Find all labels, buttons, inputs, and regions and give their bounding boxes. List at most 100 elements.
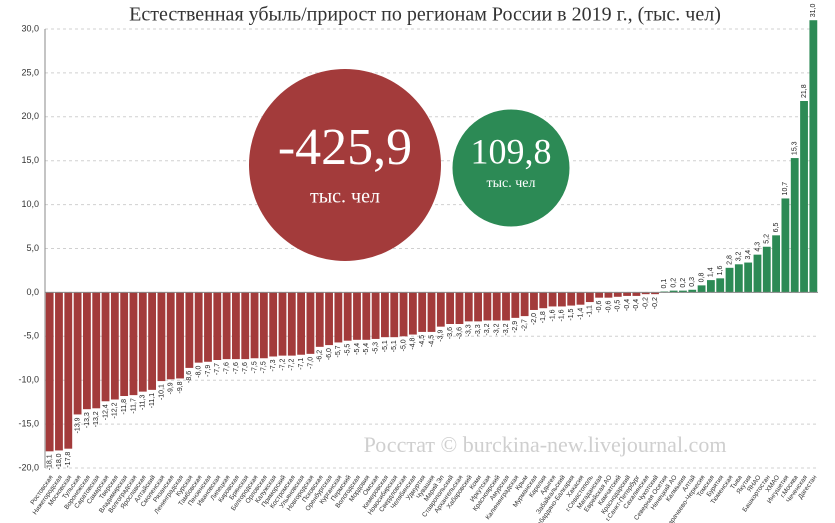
value-label: -5,1 xyxy=(382,340,389,352)
value-label: -7,9 xyxy=(205,365,212,377)
y-tick-label: -10,0 xyxy=(18,375,39,385)
value-label: -0,2 xyxy=(643,297,650,309)
value-label: -1,6 xyxy=(549,309,556,321)
value-label: -18,1 xyxy=(47,454,54,470)
value-label: 0,1 xyxy=(661,279,668,289)
bar xyxy=(623,292,631,296)
bar xyxy=(166,292,175,380)
value-label: 15,3 xyxy=(792,141,799,155)
value-label: 6,5 xyxy=(773,222,780,232)
bar xyxy=(185,292,194,368)
bar xyxy=(734,264,743,293)
bar xyxy=(157,292,166,382)
value-label: -0,6 xyxy=(596,301,603,313)
bar xyxy=(353,292,361,340)
bar xyxy=(725,267,734,293)
bar xyxy=(194,292,203,363)
bar xyxy=(362,292,371,340)
bar xyxy=(567,292,576,306)
bar xyxy=(790,158,799,293)
value-label: -3,6 xyxy=(456,327,463,339)
bar xyxy=(241,292,250,360)
value-label: -7,7 xyxy=(214,363,221,375)
value-label: 3,4 xyxy=(745,250,752,260)
bar xyxy=(455,292,464,325)
value-label: -18,0 xyxy=(56,453,63,469)
value-label: -5,4 xyxy=(363,343,370,355)
value-label: 0,2 xyxy=(670,278,677,288)
chart-title: Естественная убыль/прирост по регионам Р… xyxy=(129,4,721,26)
bar xyxy=(82,292,91,410)
bar xyxy=(64,292,73,449)
value-label: -11,7 xyxy=(130,398,137,414)
bar xyxy=(427,292,436,332)
value-label: -3,9 xyxy=(438,330,445,342)
bar xyxy=(576,292,585,305)
value-label: 4,3 xyxy=(754,242,761,252)
bar xyxy=(325,292,333,346)
value-label: -11,3 xyxy=(140,395,147,411)
bar xyxy=(483,292,492,321)
bar xyxy=(585,292,594,303)
bar xyxy=(772,235,781,293)
bar xyxy=(641,292,650,295)
value-label: -8,6 xyxy=(186,371,193,383)
value-label: -7,5 xyxy=(261,361,268,373)
bar xyxy=(399,292,408,337)
y-tick-label: -15,0 xyxy=(18,418,39,428)
bar xyxy=(502,292,510,321)
value-label: -4,5 xyxy=(419,335,426,347)
value-label: -13,3 xyxy=(84,412,91,428)
loss-unit: тыс. чел xyxy=(310,186,380,208)
value-label: -9,8 xyxy=(177,381,184,393)
value-label: -0,5 xyxy=(615,300,622,312)
bar xyxy=(213,292,222,361)
bar xyxy=(390,292,399,338)
bar xyxy=(706,280,715,293)
value-label: -7,6 xyxy=(233,362,240,374)
bar xyxy=(492,292,501,321)
value-label: -5,0 xyxy=(400,339,407,351)
bar xyxy=(73,292,82,415)
bar xyxy=(753,254,762,293)
bar xyxy=(408,292,417,335)
bar xyxy=(809,20,818,293)
bar xyxy=(306,292,315,354)
bar xyxy=(120,292,129,397)
bar xyxy=(446,292,455,325)
gain-circle xyxy=(449,106,573,230)
value-label: -5,1 xyxy=(391,340,398,352)
bar xyxy=(278,292,287,356)
value-label: -7,2 xyxy=(289,359,296,371)
y-tick-label: 25,0 xyxy=(21,67,39,77)
bar xyxy=(222,292,231,360)
value-label: -3,2 xyxy=(484,323,491,335)
value-label: -1,1 xyxy=(587,305,594,317)
y-tick-label: 20,0 xyxy=(21,111,39,121)
bar xyxy=(204,292,212,362)
bar xyxy=(669,290,678,293)
value-label: -1,6 xyxy=(559,309,566,321)
y-tick-label: -20,0 xyxy=(18,462,39,472)
loss-total: -425,9 xyxy=(278,119,412,176)
bar xyxy=(557,292,566,307)
bar xyxy=(55,292,63,451)
value-label: -5,3 xyxy=(372,342,379,354)
y-tick-label: 15,0 xyxy=(21,155,39,165)
value-label: -3,3 xyxy=(475,324,482,336)
bar xyxy=(148,292,157,390)
value-label: 10,7 xyxy=(782,182,789,196)
value-label: 1,6 xyxy=(717,266,724,276)
value-label: -3,3 xyxy=(466,324,473,336)
bar xyxy=(604,292,613,298)
value-label: -0,4 xyxy=(624,299,631,311)
value-label: -6,0 xyxy=(326,348,333,360)
value-label: -7,2 xyxy=(279,359,286,371)
value-label: -11,8 xyxy=(121,399,128,415)
bar xyxy=(315,292,324,347)
y-tick-label: -5,0 xyxy=(23,331,39,341)
value-label: -1,5 xyxy=(568,308,575,320)
bar xyxy=(632,292,641,296)
value-label: -7,1 xyxy=(298,358,305,370)
